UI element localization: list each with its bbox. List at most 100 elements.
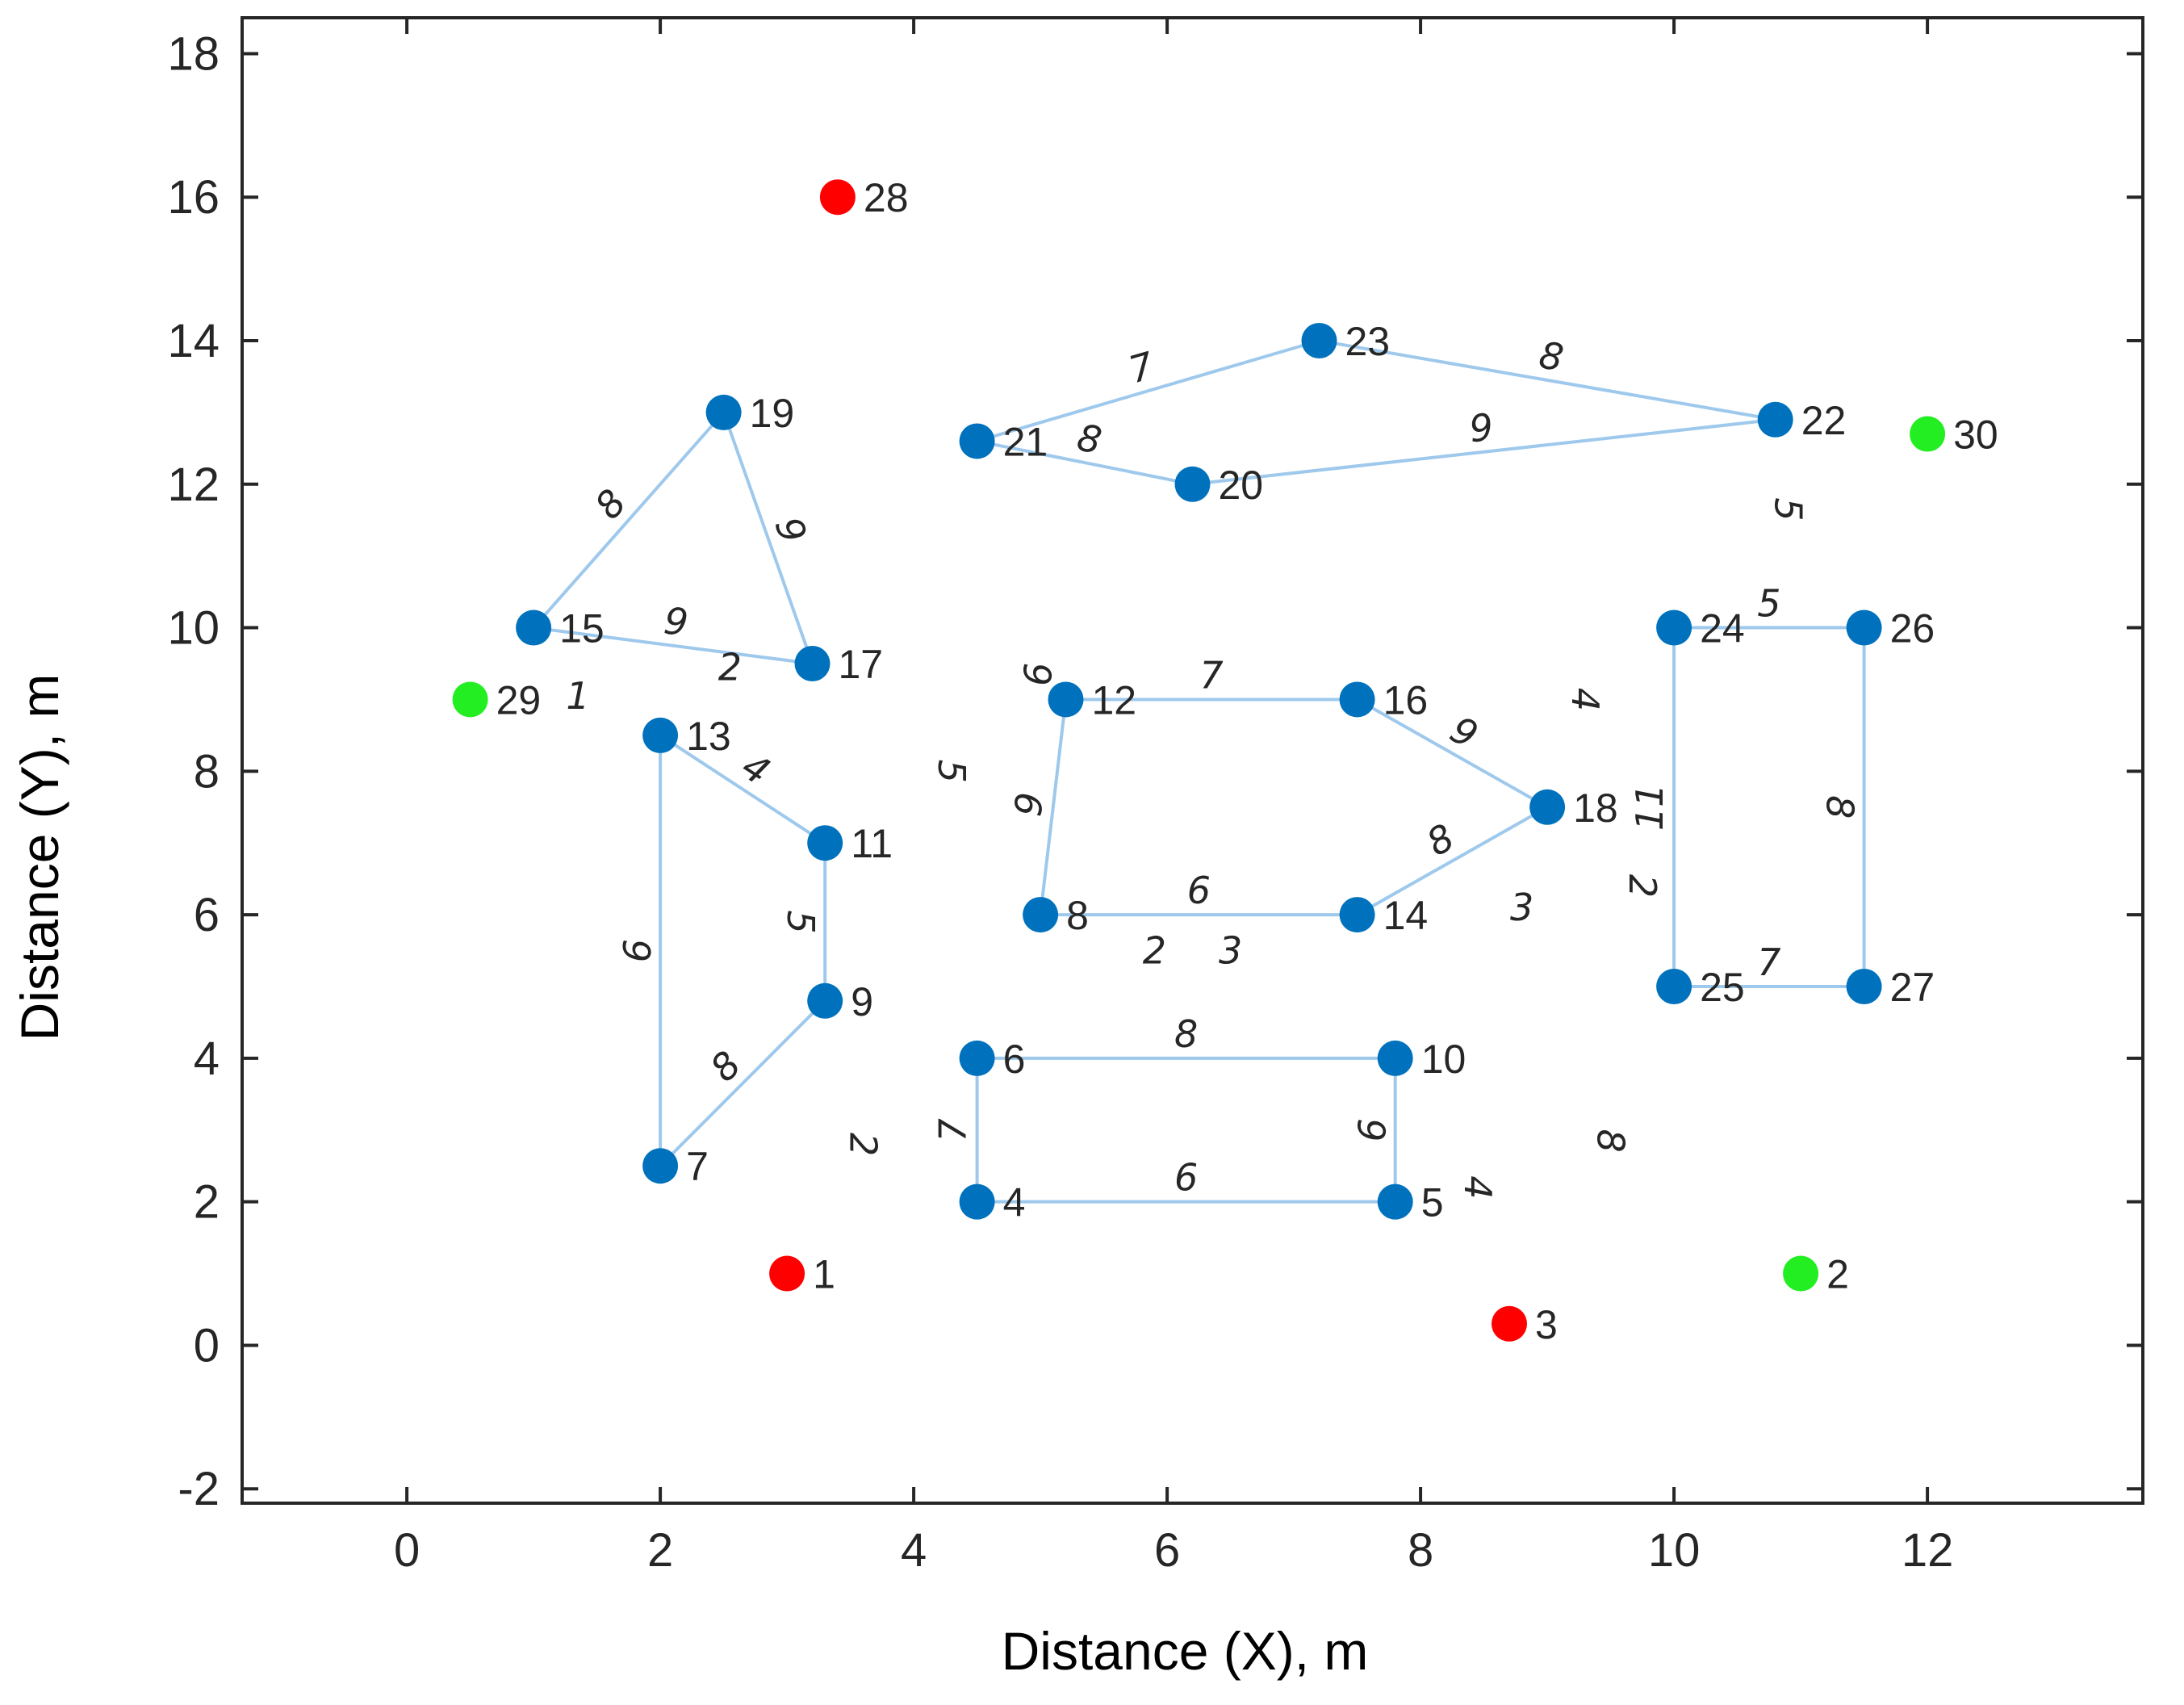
node-id-label: 3 — [1535, 1302, 1558, 1347]
floating-weight-label: 2 — [1621, 874, 1664, 898]
node-point — [1174, 466, 1211, 502]
edge-weight-label: 6 — [1187, 869, 1211, 912]
edge-line — [659, 999, 826, 1167]
x-tick-label: 4 — [901, 1524, 927, 1577]
node-point — [516, 610, 552, 646]
y-tick-label: 16 — [167, 171, 220, 224]
x-tick-label: 6 — [1154, 1524, 1180, 1577]
node-id-label: 12 — [1092, 677, 1137, 723]
y-tick-label: 10 — [167, 602, 220, 655]
node-point — [1846, 610, 1882, 646]
floating-weight-label: 2 — [841, 1133, 885, 1156]
node-id-label: 16 — [1383, 677, 1429, 723]
node-point — [1656, 610, 1692, 646]
y-tick-label: 12 — [167, 459, 220, 511]
x-tick-label: 12 — [1902, 1524, 1954, 1577]
floating-weight-label: 2 — [718, 645, 742, 689]
edge-weight-label: 11 — [1628, 784, 1671, 832]
node-point — [1377, 1183, 1413, 1220]
floating-weight-label: 4 — [1456, 1175, 1500, 1199]
node-id-label: 9 — [851, 979, 873, 1024]
node-point — [819, 179, 856, 216]
floating-weight-label: 3 — [1510, 886, 1533, 929]
node-point — [1377, 1040, 1413, 1076]
node-point — [769, 1255, 805, 1292]
edge-weight-label: 5 — [1757, 582, 1780, 626]
y-tick-label: 14 — [167, 315, 220, 367]
plot-frame — [241, 16, 2144, 1505]
node-id-label: 29 — [496, 677, 542, 723]
edge-line — [1039, 699, 1068, 915]
edge-weight-label: 7 — [1757, 940, 1780, 984]
x-tick-label: 8 — [1408, 1524, 1433, 1577]
node-point — [1910, 416, 1946, 452]
floating-weight-label: 1 — [566, 674, 589, 718]
node-id-label: 21 — [1003, 419, 1048, 464]
node-point — [1339, 681, 1375, 718]
y-tick-label: 2 — [194, 1176, 220, 1229]
edge-weight-label: 9 — [1006, 790, 1052, 819]
node-id-label: 15 — [559, 606, 605, 651]
edge-line — [659, 734, 826, 844]
node-point — [1048, 681, 1084, 718]
node-point — [1339, 897, 1375, 933]
edge-line — [977, 339, 1320, 443]
node-id-label: 20 — [1219, 463, 1264, 508]
edge-weight-label: 9 — [1467, 405, 1496, 451]
y-tick-label: 8 — [194, 745, 220, 798]
edge-line — [1356, 806, 1549, 916]
node-id-label: 2 — [1826, 1252, 1849, 1297]
node-point — [807, 825, 843, 861]
floating-weight-label: 5 — [1766, 497, 1810, 521]
node-id-label: 25 — [1700, 965, 1745, 1010]
node-point — [1301, 323, 1337, 358]
node-point — [794, 646, 831, 681]
edge-weight-label: 6 — [1174, 1156, 1198, 1200]
node-point — [1757, 401, 1793, 438]
node-id-label: 7 — [686, 1144, 709, 1189]
edge-line — [532, 411, 726, 629]
node-id-label: 27 — [1890, 965, 1935, 1010]
floating-weight-label: 8 — [1589, 1129, 1633, 1152]
node-id-label: 11 — [851, 821, 893, 866]
node-id-label: 10 — [1421, 1037, 1466, 1082]
x-tick-label: 2 — [647, 1524, 673, 1577]
node-id-label: 26 — [1890, 606, 1935, 651]
edge-line — [533, 626, 813, 665]
edge-weight-label: 9 — [662, 598, 691, 644]
floating-weight-label: 3 — [1219, 929, 1242, 973]
node-id-label: 8 — [1066, 893, 1089, 938]
floating-weight-label: 4 — [1563, 688, 1607, 711]
floating-weight-label: 5 — [930, 760, 973, 783]
edge-line — [722, 412, 814, 664]
edge-weight-label: 9 — [1349, 1118, 1393, 1142]
node-point — [1656, 969, 1692, 1004]
node-id-label: 1 — [813, 1252, 835, 1297]
node-point — [959, 423, 995, 459]
edge-weight-label: 9 — [614, 939, 658, 962]
edge-weight-label: 8 — [1174, 1012, 1198, 1056]
node-point — [1023, 897, 1059, 933]
node-id-label: 14 — [1383, 893, 1429, 938]
floating-weight-label: 9 — [1015, 663, 1058, 686]
x-tick-label: 10 — [1648, 1524, 1701, 1577]
node-id-label: 4 — [1003, 1180, 1026, 1225]
edge-line — [1319, 339, 1776, 421]
node-id-label: 18 — [1573, 785, 1618, 831]
y-tick-label: 0 — [194, 1319, 220, 1372]
node-layer — [452, 179, 1946, 1342]
edge-weight-label: 7 — [1199, 653, 1223, 697]
node-point — [452, 681, 488, 718]
node-id-label: 13 — [686, 714, 731, 759]
x-axis-label: Distance (X), m — [1002, 1621, 1369, 1681]
y-tick-label: 6 — [194, 889, 220, 941]
node-id-label: 30 — [1953, 413, 1998, 458]
node-id-label: 5 — [1421, 1180, 1444, 1225]
node-point — [1783, 1255, 1819, 1292]
node-point — [642, 1148, 679, 1184]
node-point — [807, 982, 843, 1019]
